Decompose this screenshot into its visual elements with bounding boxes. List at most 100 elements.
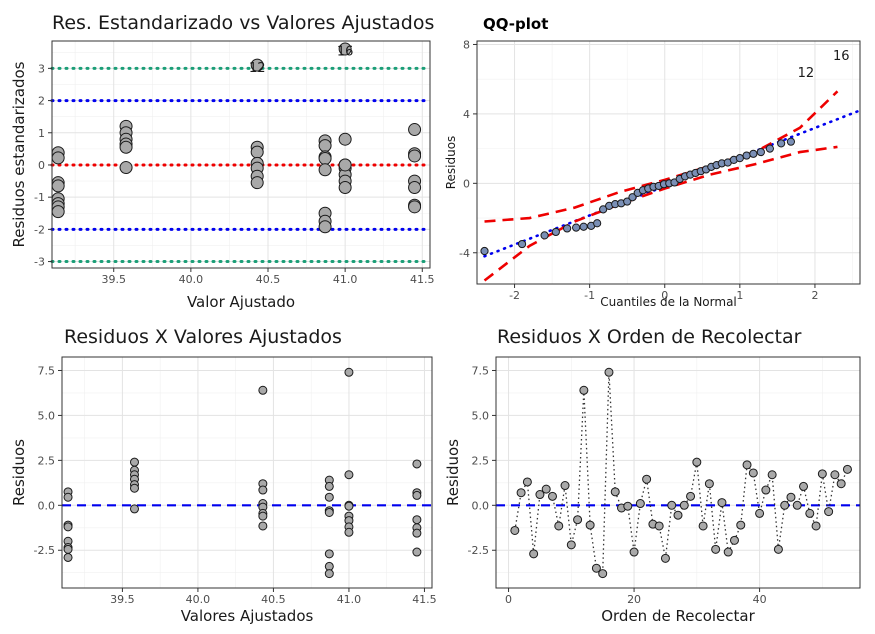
data-point <box>408 181 422 195</box>
data-point <box>408 200 422 214</box>
y-tick-label: 0 <box>463 177 470 190</box>
data-point <box>591 563 601 573</box>
panel-residuals-vs-order: Residuos X Orden de Recolectar 0 20 40 -2.5 0… <box>444 326 861 625</box>
x-axis-label: Cuantiles de la Normal <box>600 295 737 309</box>
data-point <box>338 132 352 146</box>
data-point <box>717 498 727 508</box>
data-point <box>344 527 354 537</box>
data-point <box>599 205 608 214</box>
y-tick-label: 4 <box>463 108 470 121</box>
data-point <box>529 549 539 559</box>
panel-border <box>51 40 431 269</box>
data-point <box>51 179 65 193</box>
data-point <box>629 547 639 557</box>
data-point <box>593 219 602 228</box>
data-point <box>412 490 422 500</box>
data-point <box>742 151 751 160</box>
data-point <box>736 520 746 530</box>
data-point <box>324 481 334 491</box>
chart-title: Residuos X Valores Ajustados <box>64 326 342 348</box>
data-point <box>628 193 637 202</box>
data-point <box>318 152 332 166</box>
data-point <box>805 508 815 518</box>
x-tick-label: 40.0 <box>179 273 204 286</box>
data-point <box>660 553 670 563</box>
data-point <box>585 520 595 530</box>
data-point <box>63 492 73 502</box>
x-axis-label: Orden de Recolectar <box>601 607 755 625</box>
y-tick-label: -4 <box>459 247 470 260</box>
data-point <box>667 500 677 510</box>
x-tick-label: -2 <box>509 289 520 302</box>
data-point <box>51 205 65 219</box>
data-point <box>129 483 139 493</box>
grid <box>496 357 860 588</box>
panel-residuals-vs-fitted: Residuos X Valores Ajustados 39.5 40.0 40.5… <box>10 326 437 625</box>
panel-border <box>61 356 433 589</box>
panel-std-residuals: Res. Estandarizado vs Valores Ajustados 1… <box>10 12 435 311</box>
panel-border <box>476 40 861 285</box>
data-point <box>119 140 133 154</box>
data-point <box>748 468 758 478</box>
qq-reference-line <box>483 109 862 258</box>
data-point <box>51 151 65 165</box>
data-point <box>522 477 532 487</box>
y-tick-label: 0.0 <box>472 499 490 512</box>
data-point <box>516 488 526 498</box>
data-point <box>836 479 846 489</box>
y-axis-label: Residuos <box>444 136 458 190</box>
data-point <box>735 154 744 163</box>
data-point <box>817 469 827 479</box>
data-point <box>623 501 633 511</box>
data-point <box>412 528 422 538</box>
x-tick-label: 41.0 <box>337 593 362 606</box>
x-tick-label: 41.5 <box>412 593 437 606</box>
data-point <box>830 470 840 480</box>
data-point <box>258 385 268 395</box>
y-tick-label: 8 <box>463 38 470 51</box>
x-tick-label: 40.5 <box>256 273 281 286</box>
data-point <box>338 158 352 172</box>
data-point <box>551 227 560 237</box>
y-tick-label: 2 <box>38 95 45 108</box>
data-point <box>563 224 572 233</box>
data-point <box>63 522 73 532</box>
chart-title: QQ-plot <box>483 15 548 33</box>
data-point <box>799 481 809 491</box>
data-point <box>773 544 783 554</box>
data-point <box>338 181 352 195</box>
y-tick-label: -3 <box>34 256 45 269</box>
confidence-band-lower <box>483 145 838 282</box>
data-point <box>412 515 422 525</box>
data-point <box>761 485 771 495</box>
y-axis-label: Residuos <box>10 439 28 506</box>
y-tick-label: 5.0 <box>38 409 56 422</box>
x-tick-label: 39.5 <box>110 593 135 606</box>
x-tick-label: 41.0 <box>333 273 358 286</box>
data-point <box>560 481 570 491</box>
data-point <box>704 479 714 489</box>
data-point <box>811 521 821 531</box>
data-point <box>318 220 332 234</box>
data-point <box>698 521 708 531</box>
data-point <box>258 521 268 531</box>
data-point <box>480 246 489 256</box>
y-tick-label: 2.5 <box>472 454 490 467</box>
data-point <box>510 525 520 535</box>
data-point <box>412 547 422 557</box>
data-point <box>679 500 689 510</box>
data-point <box>723 547 733 557</box>
data-point <box>338 42 352 56</box>
data-point <box>547 491 557 501</box>
x-tick-label: 40.5 <box>261 593 286 606</box>
y-tick-label: 3 <box>38 62 45 75</box>
data-point <box>324 492 334 502</box>
data-point <box>324 569 334 579</box>
x-tick-label: 0 <box>505 593 512 606</box>
y-tick-label: 1 <box>38 127 45 140</box>
y-tick-label: -2 <box>34 223 45 236</box>
x-axis-label: Valor Ajustado <box>187 293 295 311</box>
y-tick-label: 5.0 <box>472 409 490 422</box>
data-point <box>344 501 354 511</box>
chart-title: Residuos X Orden de Recolectar <box>497 326 802 348</box>
